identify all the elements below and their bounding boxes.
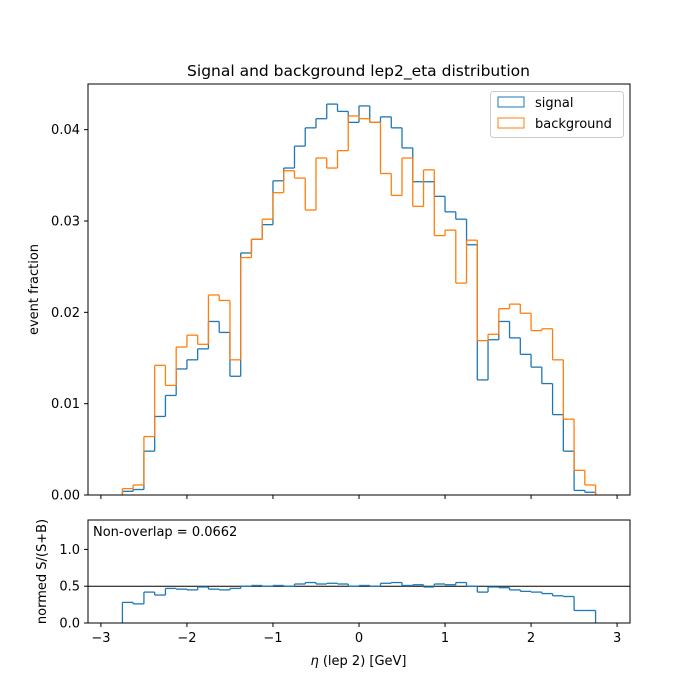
top-series-background: [121, 115, 597, 495]
legend: signal background: [490, 91, 624, 138]
top-plot-frame: [87, 83, 631, 496]
top-y-ticks: 0.00 0.01 0.02 0.03 0.04: [51, 123, 88, 504]
bottom-xtick-label-3: 0: [355, 631, 363, 646]
bottom-y-axis-label: normed S/(S+B): [35, 519, 50, 624]
bottom-x-axis-label: η (lep 2) [GeV]: [310, 654, 406, 669]
bottom-xtick-label-5: 2: [527, 631, 535, 646]
top-ytick-label-0: 0.00: [51, 489, 80, 504]
x-axis-label-rest: (lep 2) [GeV]: [319, 654, 407, 669]
bottom-xtick-label-0: −3: [91, 631, 110, 646]
bottom-xtick-label-4: 1: [441, 631, 449, 646]
top-x-ticks: [100, 495, 618, 499]
legend-label-background: background: [535, 117, 612, 132]
bottom-xtick-label-2: −1: [263, 631, 282, 646]
bottom-x-ticks: −3 −2 −1 0 1 2 3: [91, 623, 621, 646]
bottom-plot-frame: [87, 519, 631, 624]
legend-label-signal: signal: [535, 96, 573, 111]
top-ytick-label-4: 0.04: [51, 123, 80, 138]
bottom-ytick-label-1: 0.5: [59, 580, 80, 595]
chart-title: Signal and background lep2_eta distribut…: [187, 62, 530, 81]
bottom-series-group: [121, 581, 597, 623]
non-overlap-annotation: Non-overlap = 0.0662: [93, 525, 237, 540]
bottom-ytick-label-0: 0.0: [59, 617, 80, 632]
bottom-xtick-label-6: 3: [613, 631, 621, 646]
legend-swatch-background: [497, 117, 525, 129]
top-panel: Signal and background lep2_eta distribut…: [27, 62, 631, 504]
x-axis-label-eta: η: [310, 654, 318, 669]
bottom-y-ticks: 0.0 0.5 1.0: [59, 543, 88, 632]
bottom-xtick-label-1: −2: [177, 631, 196, 646]
top-y-axis-label: event fraction: [27, 244, 42, 335]
bottom-ytick-label-2: 1.0: [59, 543, 80, 558]
bottom-panel: 0.0 0.5 1.0 −3 −2 −1 0 1 2 3 Non-overlap = 0.066…: [35, 519, 631, 669]
top-ytick-label-2: 0.02: [51, 306, 80, 321]
top-ytick-label-1: 0.01: [51, 397, 80, 412]
top-ytick-label-3: 0.03: [51, 215, 80, 230]
bottom-series-normed-s-s-b-: [121, 581, 597, 623]
legend-swatch-signal: [497, 96, 525, 108]
top-series-group: [121, 103, 597, 495]
